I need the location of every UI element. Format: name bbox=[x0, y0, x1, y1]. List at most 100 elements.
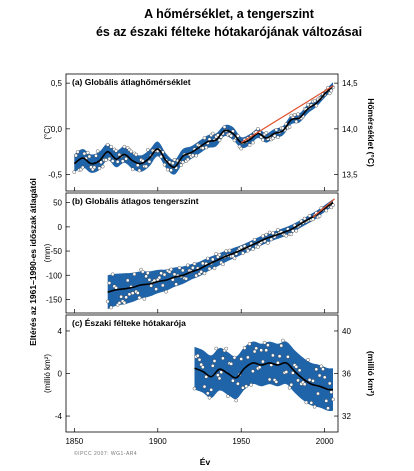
annual-value-point bbox=[124, 156, 128, 161]
annual-value-point bbox=[317, 373, 322, 378]
annual-value-point bbox=[194, 153, 198, 158]
right-tick-label: 36 bbox=[342, 370, 351, 379]
annual-value-point bbox=[274, 127, 279, 132]
annual-value-point bbox=[267, 377, 272, 382]
annual-value-point bbox=[105, 299, 110, 304]
annual-value-point bbox=[147, 277, 152, 282]
annual-value-point bbox=[212, 359, 217, 363]
annual-value-point bbox=[289, 382, 294, 387]
annual-value-point bbox=[169, 267, 173, 272]
annual-value-point bbox=[309, 400, 314, 405]
annual-value-point bbox=[210, 131, 215, 136]
annual-value-point bbox=[97, 166, 102, 170]
annual-value-point bbox=[306, 102, 310, 107]
annual-value-point bbox=[160, 283, 165, 288]
annual-value-point bbox=[184, 276, 188, 281]
annual-value-point bbox=[276, 227, 280, 232]
annual-value-point bbox=[162, 162, 167, 167]
annual-value-point bbox=[307, 378, 312, 382]
left-unit-label: (mm) bbox=[43, 243, 52, 262]
annual-value-point bbox=[200, 365, 205, 369]
annual-value-point bbox=[207, 266, 212, 271]
annual-value-point bbox=[100, 164, 105, 169]
panel-b: (b) Globális átlagos tengerszint 50 0 -50 -1… bbox=[43, 192, 339, 314]
y-tick-label: -0,5 bbox=[48, 171, 62, 180]
annual-value-point bbox=[190, 265, 195, 270]
annual-value-point bbox=[327, 381, 332, 386]
annual-value-point bbox=[252, 237, 257, 242]
annual-value-point bbox=[200, 261, 205, 266]
annual-value-point bbox=[204, 374, 208, 379]
annual-value-point bbox=[192, 262, 197, 266]
annual-value-point bbox=[122, 144, 127, 149]
annual-value-point bbox=[294, 119, 299, 124]
y-tick-label: 4 bbox=[58, 327, 63, 336]
annual-value-point bbox=[185, 263, 190, 268]
annual-value-point bbox=[200, 146, 205, 150]
annual-value-point bbox=[180, 268, 185, 273]
annual-value-point bbox=[256, 245, 260, 249]
right-tick-label: 32 bbox=[342, 412, 351, 421]
annual-value-point bbox=[287, 125, 292, 129]
annual-value-point bbox=[324, 208, 329, 213]
annual-value-point bbox=[266, 343, 270, 347]
annual-value-point bbox=[317, 214, 322, 218]
annual-value-point bbox=[144, 274, 148, 279]
annual-value-point bbox=[154, 287, 158, 291]
annual-value-point bbox=[266, 241, 270, 245]
annual-value-point bbox=[210, 363, 215, 368]
annual-value-point bbox=[80, 165, 85, 170]
annual-value-point bbox=[236, 381, 240, 386]
annual-value-point bbox=[277, 354, 282, 359]
annual-value-point bbox=[179, 163, 183, 167]
annual-value-point bbox=[296, 112, 300, 116]
panel-c: (c) Északi félteke hótakarója40-4403632(… bbox=[43, 314, 376, 433]
annual-value-point bbox=[95, 149, 100, 153]
annual-value-point bbox=[185, 157, 190, 162]
chart-title-line1: A hőmérséklet, a tengerszint bbox=[144, 7, 315, 21]
annual-value-point bbox=[259, 348, 264, 353]
trend-line bbox=[312, 198, 336, 218]
left-unit-label: (°C) bbox=[43, 125, 52, 140]
annual-value-point bbox=[289, 232, 294, 236]
annual-value-point bbox=[271, 353, 275, 358]
annual-value-point bbox=[322, 375, 327, 380]
annual-value-point bbox=[294, 228, 299, 233]
annual-value-point bbox=[307, 213, 312, 218]
annual-value-point bbox=[324, 399, 329, 403]
annual-value-point bbox=[190, 153, 195, 158]
annual-value-point bbox=[87, 154, 92, 159]
annual-value-point bbox=[236, 134, 240, 138]
smoothed-series-line bbox=[194, 361, 334, 391]
annual-value-point bbox=[286, 354, 290, 359]
annual-value-point bbox=[274, 380, 279, 384]
annual-value-point bbox=[169, 168, 173, 172]
annual-value-point bbox=[224, 249, 228, 253]
annual-value-point bbox=[306, 358, 310, 362]
annual-value-point bbox=[321, 367, 325, 371]
annual-value-point bbox=[311, 379, 315, 383]
annual-value-point bbox=[291, 371, 295, 375]
annual-value-point bbox=[205, 391, 210, 396]
annual-value-point bbox=[224, 346, 228, 351]
annual-value-point bbox=[264, 232, 269, 237]
annual-value-point bbox=[311, 217, 315, 222]
panel-a: (a) Globális átlaghőmérséklet 0,5 0,0 -0,5 1… bbox=[43, 73, 376, 192]
annual-value-point bbox=[287, 385, 292, 390]
annual-value-point bbox=[316, 391, 320, 396]
y-tick-label: 0,5 bbox=[51, 79, 63, 88]
right-axis-label: (millió km²) bbox=[366, 351, 376, 397]
annual-value-point bbox=[279, 343, 284, 348]
annual-value-point bbox=[145, 271, 150, 275]
annual-value-point bbox=[109, 305, 113, 310]
annual-value-point bbox=[232, 256, 237, 261]
annual-value-point bbox=[82, 151, 87, 156]
annual-value-point bbox=[302, 382, 307, 387]
y-tick-label: -150 bbox=[46, 295, 63, 304]
annual-value-point bbox=[195, 353, 200, 358]
annual-value-point bbox=[251, 369, 255, 374]
right-tick-label: 40 bbox=[342, 327, 351, 336]
annual-value-point bbox=[194, 273, 198, 278]
panel-frame bbox=[65, 192, 339, 314]
annual-value-point bbox=[145, 147, 150, 152]
